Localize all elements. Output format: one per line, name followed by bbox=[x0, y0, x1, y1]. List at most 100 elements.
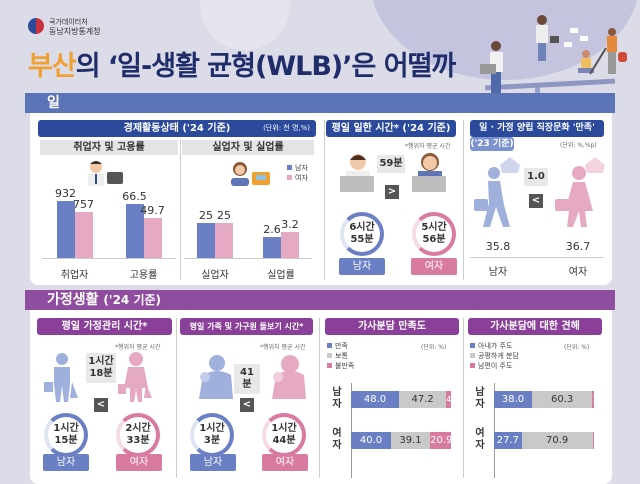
stacked-segment: 27.7 bbox=[494, 432, 522, 449]
care-note: *행위자 평균 시간 bbox=[260, 344, 306, 351]
family-section-header: 가정생활 ('24 기준) bbox=[25, 290, 615, 310]
housework-satisfaction-chart: (단위: %) 만족 보통 불만족 남 자 48.0 47.2 4.8 여 자 40.0 39.1 20.… bbox=[325, 318, 459, 478]
culture-unit: (단위: %,%p) bbox=[560, 142, 597, 149]
legend-label: 아내가 주도 bbox=[478, 342, 513, 350]
male-care-hours: 1시간 bbox=[199, 423, 225, 434]
culture-male-label: 남자 bbox=[488, 267, 508, 278]
economic-unit: (단위: 천 명,%) bbox=[263, 124, 310, 132]
working-hours-header: 평일 일한 시간* ('24 기준) bbox=[326, 120, 456, 137]
female-care-clock: 1시간 44분 bbox=[262, 413, 306, 457]
legend-item: 만족 bbox=[327, 341, 348, 351]
org-name: 국가데이터처 동남지방통계청 bbox=[49, 18, 101, 36]
category-label: 실업률 bbox=[267, 270, 295, 281]
male-hours-clock: 6시간 55분 bbox=[340, 212, 384, 256]
female-tag: 여자 bbox=[116, 454, 162, 471]
bar-value-label: 757 bbox=[73, 197, 94, 211]
row-label-char: 자 bbox=[332, 399, 342, 410]
legend-swatch bbox=[470, 363, 475, 368]
legend-label: 만족 bbox=[335, 342, 348, 350]
bar-value-label: 49.7 bbox=[140, 203, 165, 217]
male-commuter-icon bbox=[474, 157, 520, 227]
legend-swatch bbox=[327, 343, 332, 348]
stacked-segment: 38.0 bbox=[494, 391, 532, 408]
legend-female-label: 여자 bbox=[295, 174, 308, 182]
greater-than-icon: > bbox=[385, 185, 399, 199]
bar bbox=[143, 217, 162, 258]
less-than-icon: < bbox=[240, 398, 254, 412]
stacked-segment: 39.1 bbox=[391, 432, 431, 449]
divider bbox=[470, 257, 604, 258]
male-cleaning-icon bbox=[44, 353, 78, 402]
unemployment-subheader: 실업자 및 실업률 bbox=[182, 140, 314, 155]
legend-item: 보통 bbox=[327, 351, 348, 361]
divider bbox=[463, 318, 464, 478]
stacked-segment: 60.3 bbox=[532, 391, 593, 408]
legend-swatch bbox=[287, 165, 292, 170]
less-than-icon: < bbox=[529, 194, 543, 208]
male-tag: 남자 bbox=[43, 454, 89, 471]
category-label: 실업자 bbox=[201, 270, 229, 281]
work-family-culture-header: 일 · 가정 양립 직장문화 '만족' bbox=[470, 120, 604, 137]
baseline bbox=[184, 258, 312, 259]
female-cleaning-icon bbox=[118, 352, 152, 402]
female-tag: 여자 bbox=[411, 258, 457, 275]
bar bbox=[74, 211, 93, 258]
housework-diff: 1시간 18분 bbox=[86, 353, 116, 383]
title-rest: 의 ‘일-생활 균형(WLB)’은 어떨까 bbox=[75, 51, 457, 82]
culture-female-value: 36.7 bbox=[565, 240, 591, 253]
father-holding-child-icon bbox=[199, 355, 233, 399]
family-section-title: 가정생활 bbox=[47, 292, 99, 308]
culture-diff: 1.0 bbox=[524, 168, 548, 186]
stacked-segment: 1.7 bbox=[592, 391, 605, 408]
work-life-balance-illustration bbox=[480, 15, 627, 112]
legend-item: 남편이 주도 bbox=[470, 361, 512, 371]
stacked-segment: 48.0 bbox=[351, 391, 399, 408]
divider bbox=[319, 318, 320, 478]
bar-value-label: 3.2 bbox=[281, 218, 299, 231]
legend-label: 불만족 bbox=[335, 362, 355, 370]
stacked-segment: 20.9 bbox=[430, 432, 452, 449]
family-care-time-header: 평일 가족 및 가구원 돌보기 시간* bbox=[180, 318, 313, 335]
row-label-char: 자 bbox=[475, 440, 485, 451]
housework-diff-minutes: 18분 bbox=[89, 368, 113, 379]
female-care-minutes: 44분 bbox=[272, 435, 296, 446]
legend-swatch bbox=[470, 353, 475, 358]
job-seeker-icon bbox=[231, 162, 270, 186]
bar bbox=[197, 223, 215, 258]
row-label-char: 자 bbox=[332, 440, 342, 451]
housework-time-header: 평일 가정관리 시간* bbox=[37, 318, 172, 335]
housework-satisfaction-title: 가사분담 만족도 bbox=[325, 318, 459, 335]
bar-value-label: 2.6 bbox=[263, 222, 281, 236]
working-hours-diff: 59분 bbox=[377, 155, 405, 173]
legend-swatch bbox=[287, 175, 292, 180]
housework-note: *행위자 평균 시간 bbox=[115, 344, 161, 351]
male-tag: 남자 bbox=[190, 454, 236, 471]
male-housework-clock: 1시간 15분 bbox=[44, 413, 88, 457]
bar bbox=[125, 203, 144, 258]
bar bbox=[215, 223, 233, 258]
housework-sharing-view-title: 가사분담에 대한 견해 bbox=[468, 318, 602, 335]
bar-value-label: 66.5 bbox=[122, 189, 147, 203]
male-housework-minutes: 15분 bbox=[54, 435, 78, 446]
female-minutes-value: 56분 bbox=[422, 234, 446, 245]
male-hours-value: 6시간 bbox=[349, 222, 375, 233]
stacked-segment: 47.2 bbox=[399, 391, 447, 408]
row-label-char: 남 bbox=[475, 387, 485, 398]
female-housework-minutes: 33분 bbox=[126, 435, 150, 446]
bar bbox=[263, 236, 281, 258]
divider bbox=[324, 120, 325, 280]
work-section-header: 일 bbox=[25, 93, 615, 113]
unit-label: (단위: %) bbox=[564, 344, 590, 351]
care-diff: 41분 bbox=[234, 364, 260, 394]
org-line2: 동남지방통계청 bbox=[49, 27, 101, 36]
mother-holding-child-icon bbox=[272, 355, 306, 399]
decor-circle bbox=[200, 0, 290, 50]
legend-male: 남자 bbox=[287, 163, 308, 173]
female-tag: 여자 bbox=[262, 454, 308, 471]
axis-line bbox=[351, 383, 352, 478]
female-housework-clock: 2시간 33분 bbox=[116, 413, 160, 457]
employment-bar-chart: 932 757 취업자 66.5 49.7 고용률 bbox=[40, 185, 178, 281]
stacked-segment: 4.8 bbox=[446, 391, 459, 408]
housework-sharing-view-chart: (단위: %) 아내가 주도 공평하게 분담 남편이 주도 남 자 38.0 60.3 1.7 여… bbox=[468, 318, 605, 478]
